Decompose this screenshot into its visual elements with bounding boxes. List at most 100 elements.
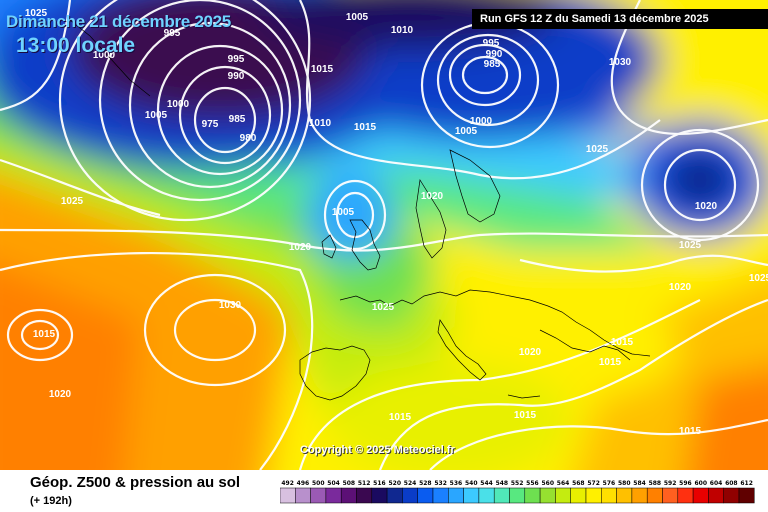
- color-scale-label: 612: [740, 480, 753, 487]
- pressure-label: 1015: [33, 329, 56, 340]
- color-scale-label: 544: [480, 480, 493, 487]
- color-scale-label: 564: [557, 480, 570, 487]
- color-scale-label: 492: [281, 480, 294, 487]
- pressure-label: 1020: [669, 282, 692, 293]
- color-scale-swatch: [524, 487, 541, 504]
- pressure-label: 1015: [354, 122, 377, 133]
- color-scale-label: 576: [603, 480, 616, 487]
- pressure-label: 1015: [599, 357, 622, 368]
- color-scale-swatch: [310, 487, 327, 504]
- pressure-label: 995: [483, 38, 500, 49]
- pressure-label: 1025: [749, 273, 768, 284]
- color-scale-label: 608: [725, 480, 738, 487]
- product-title: Géop. Z500 & pression au sol: [30, 474, 241, 491]
- color-scale-swatch: [616, 487, 633, 504]
- color-scale-swatch: [662, 487, 679, 504]
- pressure-label: 1030: [219, 300, 242, 311]
- color-scale-swatch: [677, 487, 694, 504]
- pressure-label: 1015: [389, 412, 412, 423]
- copyright-notice: Copyright © 2025 Meteociel.fr: [300, 444, 455, 456]
- pressure-label: 985: [229, 114, 246, 125]
- color-scale-label: 512: [358, 480, 371, 487]
- color-scale-label: 524: [404, 480, 417, 487]
- color-scale-swatch: [432, 487, 449, 504]
- forecast-time: 13:00 locale: [16, 34, 136, 57]
- pressure-label: 1025: [61, 196, 84, 207]
- coastlines: [69, 19, 651, 401]
- lead-time: (+ 192h): [30, 495, 72, 507]
- color-scale-label: 584: [633, 480, 646, 487]
- pressure-label: 1020: [289, 242, 312, 253]
- color-scale-label: 548: [496, 480, 509, 487]
- pressure-label: 1010: [391, 25, 414, 36]
- color-scale-swatch: [417, 487, 434, 504]
- color-scale-label: 600: [694, 480, 707, 487]
- geopotential-field: [0, 0, 768, 470]
- pressure-label: 990: [486, 49, 503, 60]
- pressure-label: 990: [228, 71, 245, 82]
- pressure-label: 1005: [346, 12, 369, 23]
- pressure-label: 1015: [611, 337, 634, 348]
- color-scale-swatch: [493, 487, 510, 504]
- color-scale-swatch: [585, 487, 602, 504]
- color-scale-swatch: [631, 487, 648, 504]
- pressure-label: 1005: [455, 126, 478, 137]
- color-scale-label: 528: [419, 480, 432, 487]
- color-scale-swatch: [463, 487, 480, 504]
- color-scale-swatch: [478, 487, 495, 504]
- pressure-label: 1020: [49, 389, 72, 400]
- color-scale-swatch: [448, 487, 464, 504]
- color-scale-label: 504: [327, 480, 340, 487]
- color-scale-swatch: [280, 487, 296, 504]
- pressure-label: 1020: [695, 201, 718, 212]
- color-scale-swatch: [386, 487, 403, 504]
- color-scale-label: 568: [572, 480, 585, 487]
- color-scale-label: 588: [649, 480, 662, 487]
- pressure-label: 1005: [332, 207, 355, 218]
- pressure-label: 1010: [309, 118, 332, 129]
- color-scale-label: 532: [434, 480, 447, 487]
- pressure-label: 1020: [421, 191, 444, 202]
- color-scale-swatch: [646, 487, 663, 504]
- color-scale-swatch: [723, 487, 740, 504]
- run-info: Run GFS 12 Z du Samedi 13 décembre 2025: [472, 9, 768, 29]
- forecast-date: Dimanche 21 décembre 2025: [6, 12, 231, 31]
- color-scale-swatch: [356, 487, 373, 504]
- color-scale-swatch: [539, 487, 556, 504]
- color-scale-swatch: [708, 487, 724, 504]
- color-scale-label: 520: [388, 480, 401, 487]
- pressure-label: 1025: [586, 144, 609, 155]
- color-scale-label: 556: [526, 480, 539, 487]
- pressure-label: 1030: [609, 57, 632, 68]
- pressure-label: 1025: [679, 240, 702, 251]
- pressure-label: 1000: [167, 99, 190, 110]
- color-scale-swatch: [570, 487, 587, 504]
- pressure-label: 1015: [311, 64, 334, 75]
- color-scale-swatch: [692, 487, 709, 504]
- pressure-label: 1025: [25, 8, 48, 19]
- color-scale-label: 580: [618, 480, 631, 487]
- color-scale-label: 496: [297, 480, 310, 487]
- pressure-label: 980: [240, 133, 257, 144]
- color-scale-label: 572: [587, 480, 600, 487]
- pressure-label: 1015: [679, 426, 702, 437]
- color-scale-bar: 492 496 500 504 508 512 516 520 524 528 532 536 540 5…: [280, 480, 755, 504]
- pressure-label: 1025: [372, 302, 395, 313]
- color-scale-label: 560: [541, 480, 554, 487]
- color-scale-label: 596: [679, 480, 692, 487]
- color-scale-label: 540: [465, 480, 478, 487]
- pressure-label: 1015: [514, 410, 537, 421]
- color-scale-swatch: [555, 487, 571, 504]
- color-scale-label: 604: [710, 480, 723, 487]
- color-scale-swatch: [371, 487, 388, 504]
- color-scale-swatch: [340, 487, 357, 504]
- color-scale-swatch: [738, 487, 755, 504]
- color-scale-swatch: [295, 487, 311, 504]
- pressure-label: 995: [228, 54, 245, 65]
- pressure-label: 975: [202, 119, 219, 130]
- color-scale-label: 592: [664, 480, 677, 487]
- color-scale-label: 536: [450, 480, 463, 487]
